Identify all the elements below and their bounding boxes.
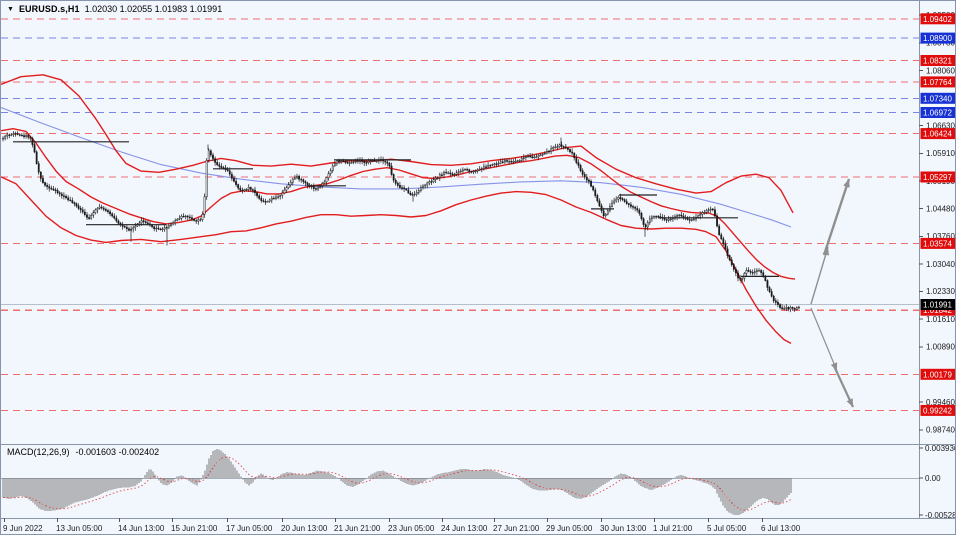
horizontal-rays <box>13 141 779 277</box>
svg-text:1.07764: 1.07764 <box>923 78 952 87</box>
svg-text:0.99460: 0.99460 <box>926 398 955 407</box>
svg-text:21 Jun 21:00: 21 Jun 21:00 <box>334 524 381 533</box>
svg-text:27 Jun 21:00: 27 Jun 21:00 <box>493 524 540 533</box>
svg-text:13 Jun 05:00: 13 Jun 05:00 <box>56 524 103 533</box>
price-level-labels: 1.09402 1.08321 1.07764 1.06424 1.05297 1.035… <box>920 13 955 416</box>
level-label-blue: 1.08900 <box>920 32 955 44</box>
svg-text:9 Jun 2022: 9 Jun 2022 <box>3 524 43 533</box>
symbol-dropdown-icon[interactable]: ▼ <box>7 5 14 13</box>
svg-text:23 Jun 05:00: 23 Jun 05:00 <box>388 524 435 533</box>
svg-text:1.00890: 1.00890 <box>926 343 955 352</box>
main-chart-area[interactable] <box>1 11 919 444</box>
trend-projection-arrows <box>810 178 854 408</box>
svg-text:24 Jun 13:00: 24 Jun 13:00 <box>441 524 488 533</box>
svg-text:20 Jun 13:00: 20 Jun 13:00 <box>281 524 328 533</box>
macd-indicator-label: MACD(12,26,9) -0.001603 -0.002402 <box>7 447 159 457</box>
svg-text:5 Jul 05:00: 5 Jul 05:00 <box>707 524 747 533</box>
svg-text:0.99242: 0.99242 <box>923 406 952 415</box>
level-label-red: 1.06424 <box>920 128 955 140</box>
level-label-red: 1.07764 <box>920 76 955 88</box>
candles <box>2 131 800 313</box>
panel-separators <box>1 1 955 519</box>
level-label-red: 0.99242 <box>920 404 955 416</box>
svg-text:0.98740: 0.98740 <box>926 426 955 435</box>
svg-text:1.09402: 1.09402 <box>923 15 952 24</box>
level-lines <box>1 18 919 411</box>
macd-panel-graphics <box>1 449 919 516</box>
svg-text:1.05297: 1.05297 <box>923 173 952 182</box>
svg-text:14 Jun 13:00: 14 Jun 13:00 <box>118 524 165 533</box>
level-label-blue: 1.07340 <box>920 92 955 104</box>
level-label-red: 1.01842 <box>920 304 955 316</box>
chart-titlebar: ▼ EURUSD.s,H1 1.02030 1.02055 1.01983 1.… <box>7 4 222 14</box>
svg-text:1.08321: 1.08321 <box>923 56 952 65</box>
svg-text:0.003936: 0.003936 <box>925 444 956 453</box>
level-label-blue: 1.06972 <box>920 107 955 118</box>
level-label-red: 1.09402 <box>920 13 955 25</box>
macd-histogram <box>2 449 792 516</box>
svg-text:1.03760: 1.03760 <box>926 232 955 241</box>
svg-text:1.03574: 1.03574 <box>923 239 952 248</box>
level-label-red: 1.03574 <box>920 237 955 249</box>
svg-text:6 Jul 13:00: 6 Jul 13:00 <box>761 524 801 533</box>
macd-axis-labels: 0.003936 0.00 -0.005281 <box>919 444 956 520</box>
svg-text:1.06972: 1.06972 <box>923 108 952 117</box>
svg-text:1.01991: 1.01991 <box>923 300 952 309</box>
svg-text:1 Jul 21:00: 1 Jul 21:00 <box>653 524 693 533</box>
svg-text:1.03040: 1.03040 <box>926 260 955 269</box>
svg-text:1.04480: 1.04480 <box>926 204 955 213</box>
svg-text:1.06424: 1.06424 <box>923 130 952 139</box>
level-label-red: 1.08321 <box>920 55 955 66</box>
svg-text:1.00179: 1.00179 <box>923 370 952 379</box>
level-label-red: 1.00179 <box>920 368 955 380</box>
chart-ohlc-values: 1.02030 1.02055 1.01983 1.01991 <box>84 4 223 14</box>
svg-text:15 Jun 21:00: 15 Jun 21:00 <box>171 524 218 533</box>
chart-symbol-timeframe: EURUSD.s,H1 <box>18 4 80 14</box>
svg-text:1.01610: 1.01610 <box>926 315 955 324</box>
macd-values: -0.001603 -0.002402 <box>75 447 160 457</box>
svg-text:1.05910: 1.05910 <box>926 149 955 158</box>
level-label-red: 1.05297 <box>920 171 955 183</box>
svg-text:17 Jun 05:00: 17 Jun 05:00 <box>226 524 273 533</box>
macd-name: MACD(12,26,9) <box>7 447 70 457</box>
svg-text:1.02330: 1.02330 <box>926 287 955 296</box>
svg-text:-0.005281: -0.005281 <box>925 511 956 520</box>
long-wicks <box>130 137 742 284</box>
current-price-label: 1.01991 <box>920 299 955 310</box>
svg-text:1.06630: 1.06630 <box>926 121 955 130</box>
svg-text:1.07340: 1.07340 <box>923 94 952 103</box>
time-axis[interactable] <box>1 518 956 535</box>
svg-text:0.00: 0.00 <box>925 474 941 483</box>
svg-text:30 Jun 13:00: 30 Jun 13:00 <box>600 524 647 533</box>
price-axis[interactable] <box>919 1 956 518</box>
svg-text:1.01842: 1.01842 <box>923 306 952 315</box>
svg-text:29 Jun 05:00: 29 Jun 05:00 <box>546 524 593 533</box>
svg-text:1.08060: 1.08060 <box>926 66 955 75</box>
time-axis-labels: 9 Jun 2022 13 Jun 05:00 14 Jun 13:00 15 Jun… <box>3 518 801 533</box>
svg-text:1.08900: 1.08900 <box>923 34 952 43</box>
